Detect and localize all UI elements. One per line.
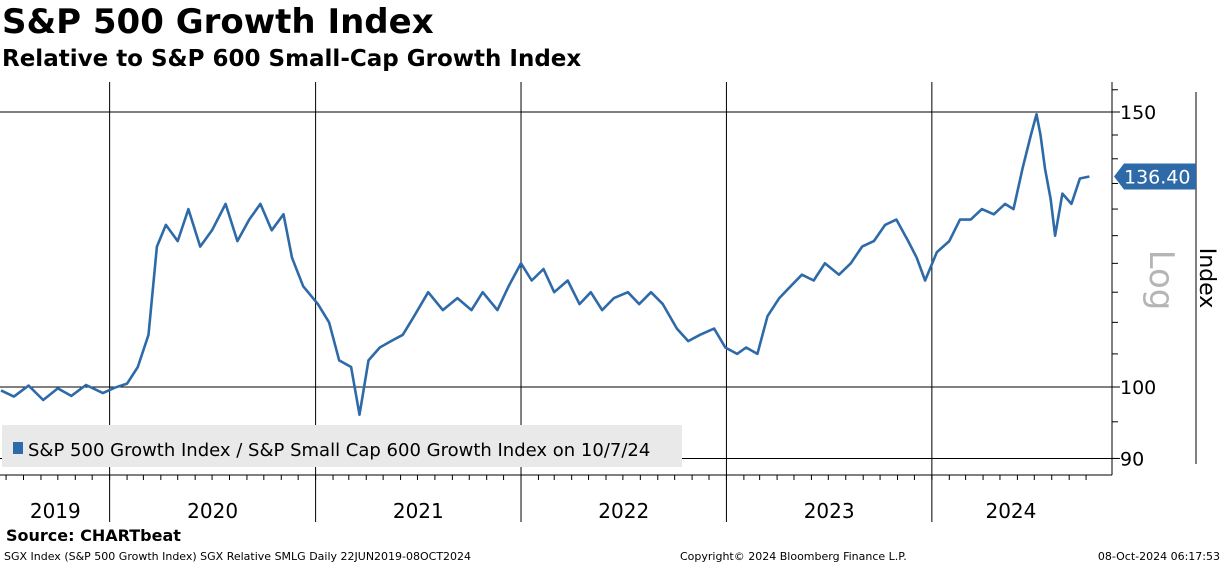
x-tick-label: 2021 [393, 499, 444, 523]
legend-swatch [13, 442, 23, 454]
y-tick-label: 100 [1120, 377, 1156, 399]
series-line [0, 113, 1090, 416]
x-tick-label: 2020 [187, 499, 238, 523]
x-tick-label: 2019 [30, 499, 81, 523]
y-tick-label: 150 [1120, 102, 1156, 124]
legend-label: S&P 500 Growth Index / S&P Small Cap 600… [28, 440, 650, 461]
x-tick-label: 2023 [804, 499, 855, 523]
footer-series-info: SGX Index (S&P 500 Growth Index) SGX Rel… [4, 550, 472, 563]
last-value-label: 136.40 [1124, 166, 1190, 188]
footer-timestamp: 08-Oct-2024 06:17:53 [1097, 550, 1220, 563]
y-tick-label: 90 [1120, 448, 1144, 470]
source-note: Source: CHARTbeat [6, 526, 181, 545]
footer-copyright: Copyright© 2024 Bloomberg Finance L.P. [680, 550, 907, 563]
axis-labels: Log Index [1141, 248, 1219, 311]
y-axis-title: Index [1194, 248, 1219, 309]
chart-title: S&P 500 Growth Index [2, 2, 434, 42]
y-scale-label: Log [1141, 250, 1181, 311]
axes: 90 100 150 2019 2020 2021 2022 2023 2024 [0, 82, 1197, 523]
legend-box [2, 425, 682, 467]
x-tick-label: 2024 [985, 499, 1036, 523]
x-tick-label: 2022 [598, 499, 649, 523]
chart-subtitle: Relative to S&P 600 Small-Cap Growth Ind… [2, 46, 582, 72]
legend: S&P 500 Growth Index / S&P Small Cap 600… [2, 425, 682, 467]
series: 136.40 [0, 113, 1196, 416]
last-value-marker [1114, 163, 1196, 190]
